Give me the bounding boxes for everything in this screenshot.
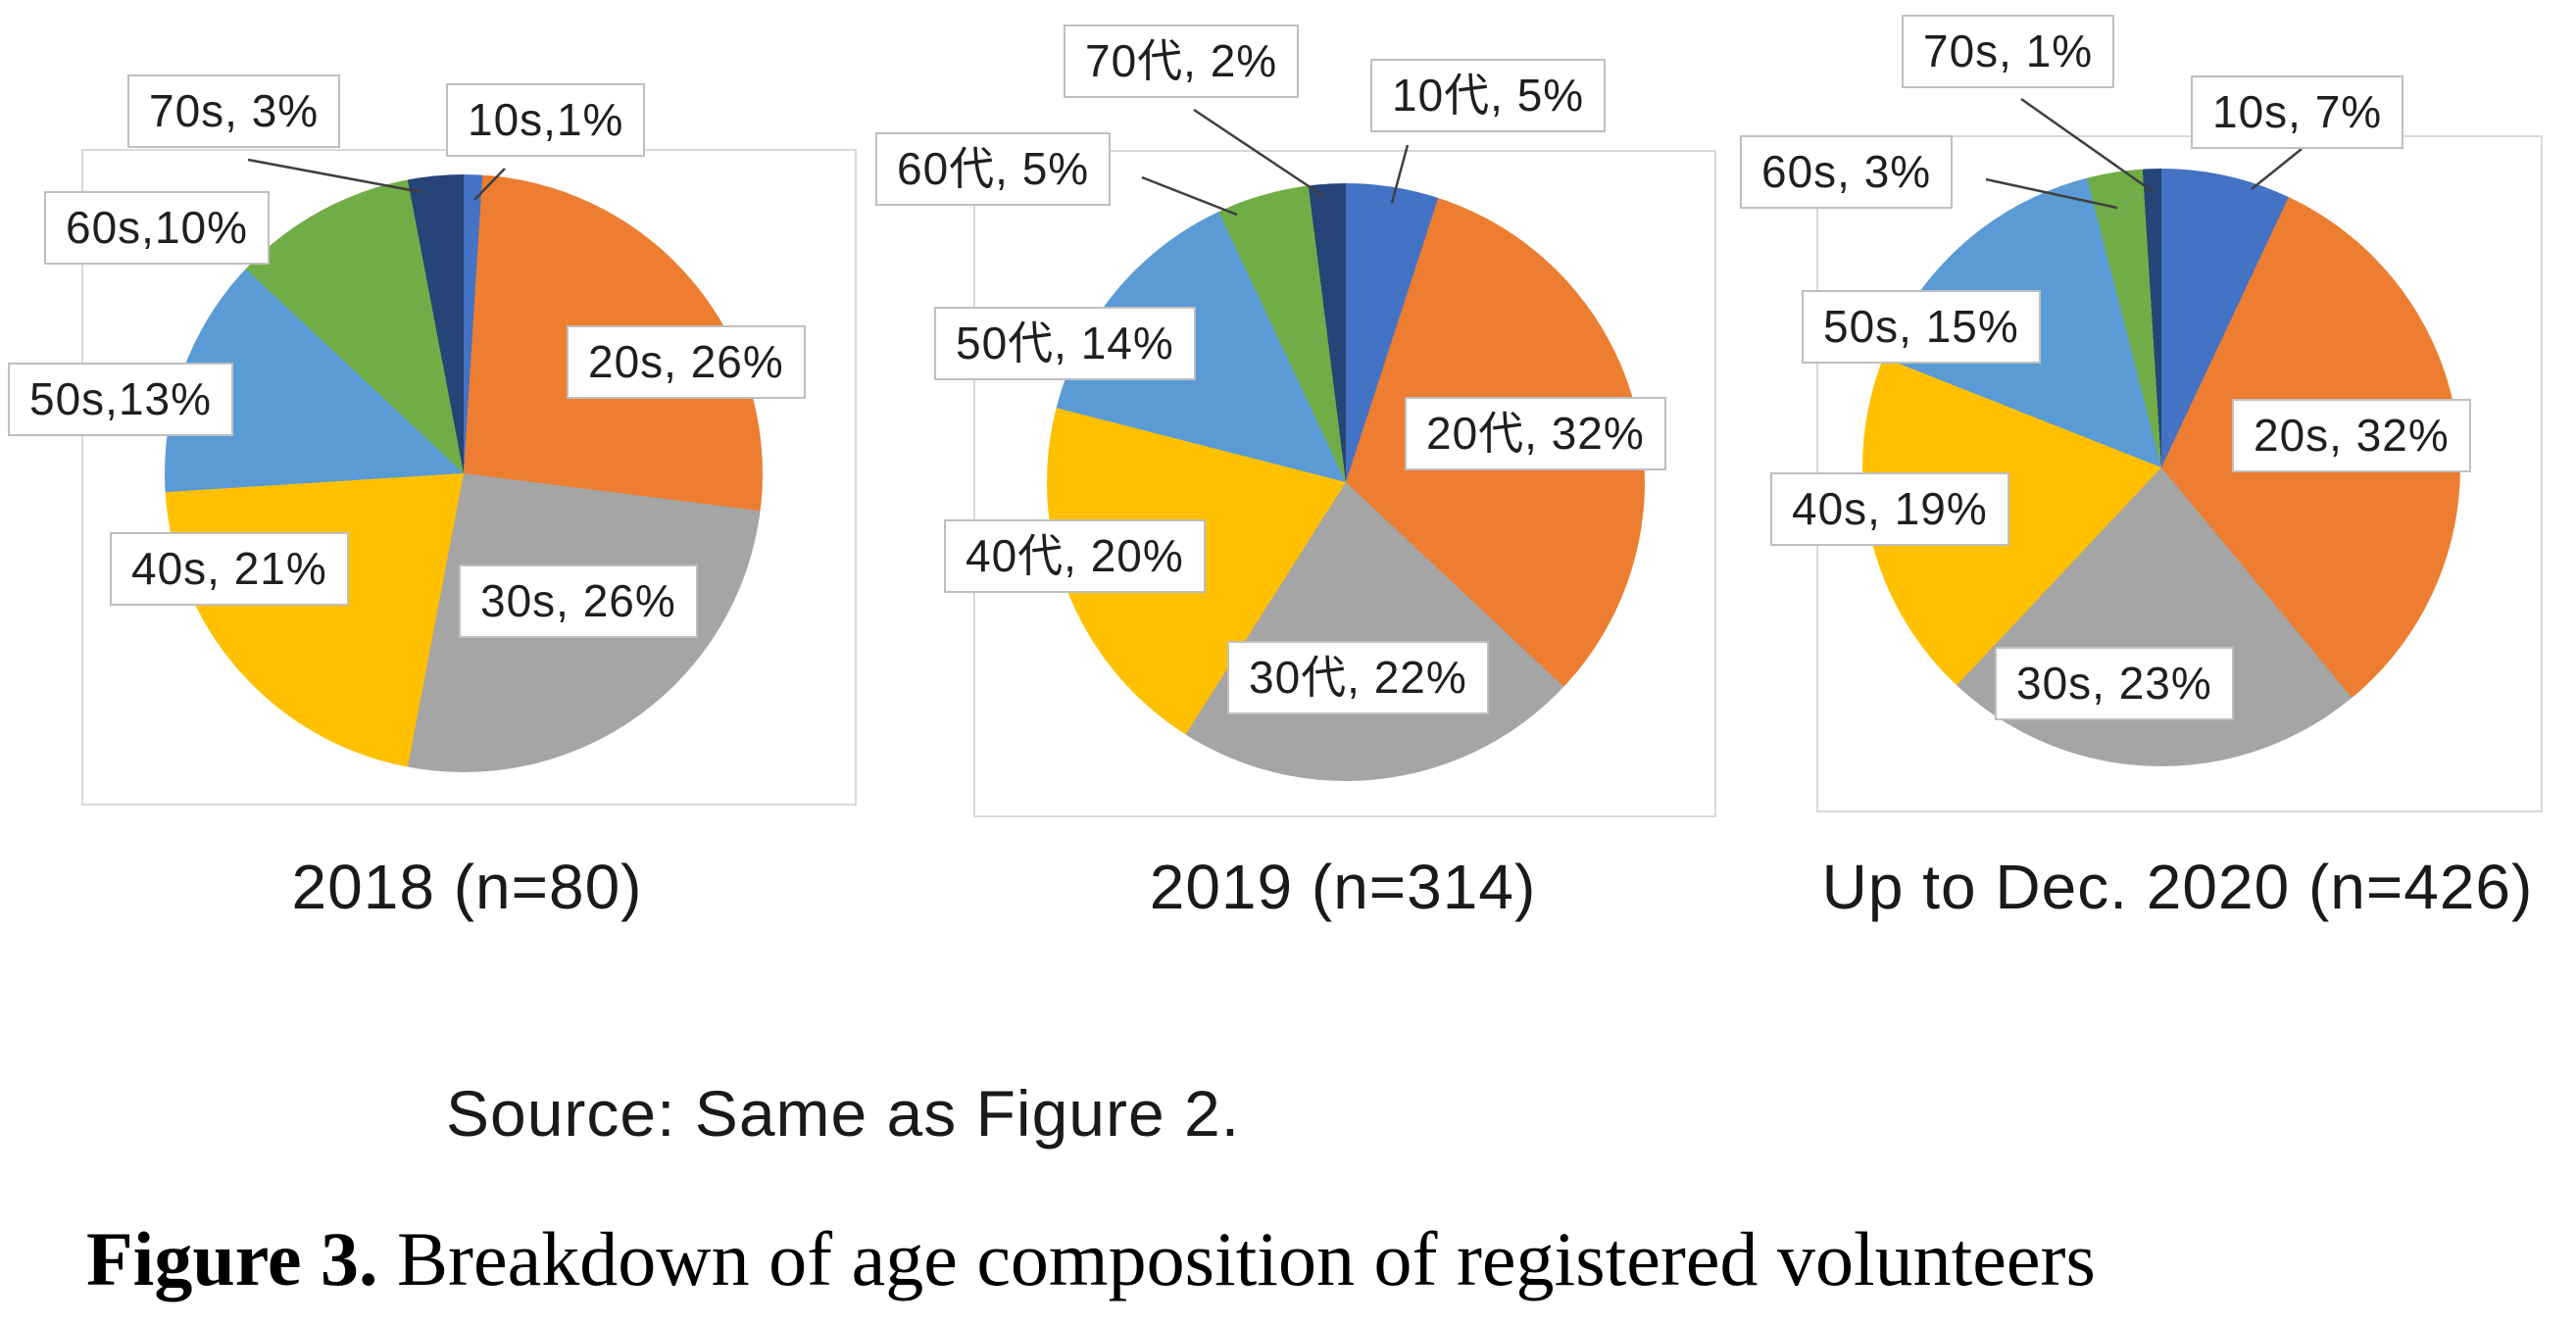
figure-caption: Figure 3. Breakdown of age composition o… [86, 1215, 2096, 1303]
chart-caption-2019: 2019 (n=314) [1149, 852, 1537, 922]
slice-label: 30s, 26% [459, 564, 698, 638]
chart-caption-2020: Up to Dec. 2020 (n=426) [1821, 852, 2534, 922]
chart-caption-2018: 2018 (n=80) [291, 852, 643, 922]
pie-2018 [165, 174, 763, 772]
slice-label: 60s, 3% [1740, 135, 1954, 209]
slice-label: 50s,13% [8, 363, 234, 436]
slice-label: 10s,1% [446, 83, 646, 157]
slice-label: 30s, 23% [1995, 647, 2234, 720]
slice-label: 40s, 19% [1770, 472, 2009, 546]
slice-label: 70s, 1% [1902, 15, 2115, 88]
slice-label: 60代, 5% [875, 132, 1112, 206]
source-note: Source: Same as Figure 2. [446, 1077, 1241, 1150]
slice-label: 60s,10% [44, 191, 271, 265]
slice-label: 70s, 3% [127, 74, 341, 148]
figure-caption-number: Figure 3. [86, 1216, 378, 1301]
plot-box-2019 [973, 150, 1716, 817]
slice-label: 70代, 2% [1064, 25, 1300, 98]
slice-label: 20s, 32% [2232, 399, 2471, 472]
slice-label: 20代, 32% [1405, 397, 1666, 470]
slice-label: 40s, 21% [110, 532, 349, 606]
slice-label: 10代, 5% [1370, 59, 1607, 132]
slice-label: 30代, 22% [1227, 641, 1489, 714]
slice-label: 50代, 14% [934, 307, 1196, 380]
slice-label: 20s, 26% [567, 325, 806, 399]
figure-caption-text: Breakdown of age composition of register… [377, 1216, 2096, 1301]
slice-label: 10s, 7% [2191, 75, 2404, 149]
slice-label: 50s, 15% [1802, 290, 2041, 364]
slice-label: 40代, 20% [944, 519, 1206, 593]
